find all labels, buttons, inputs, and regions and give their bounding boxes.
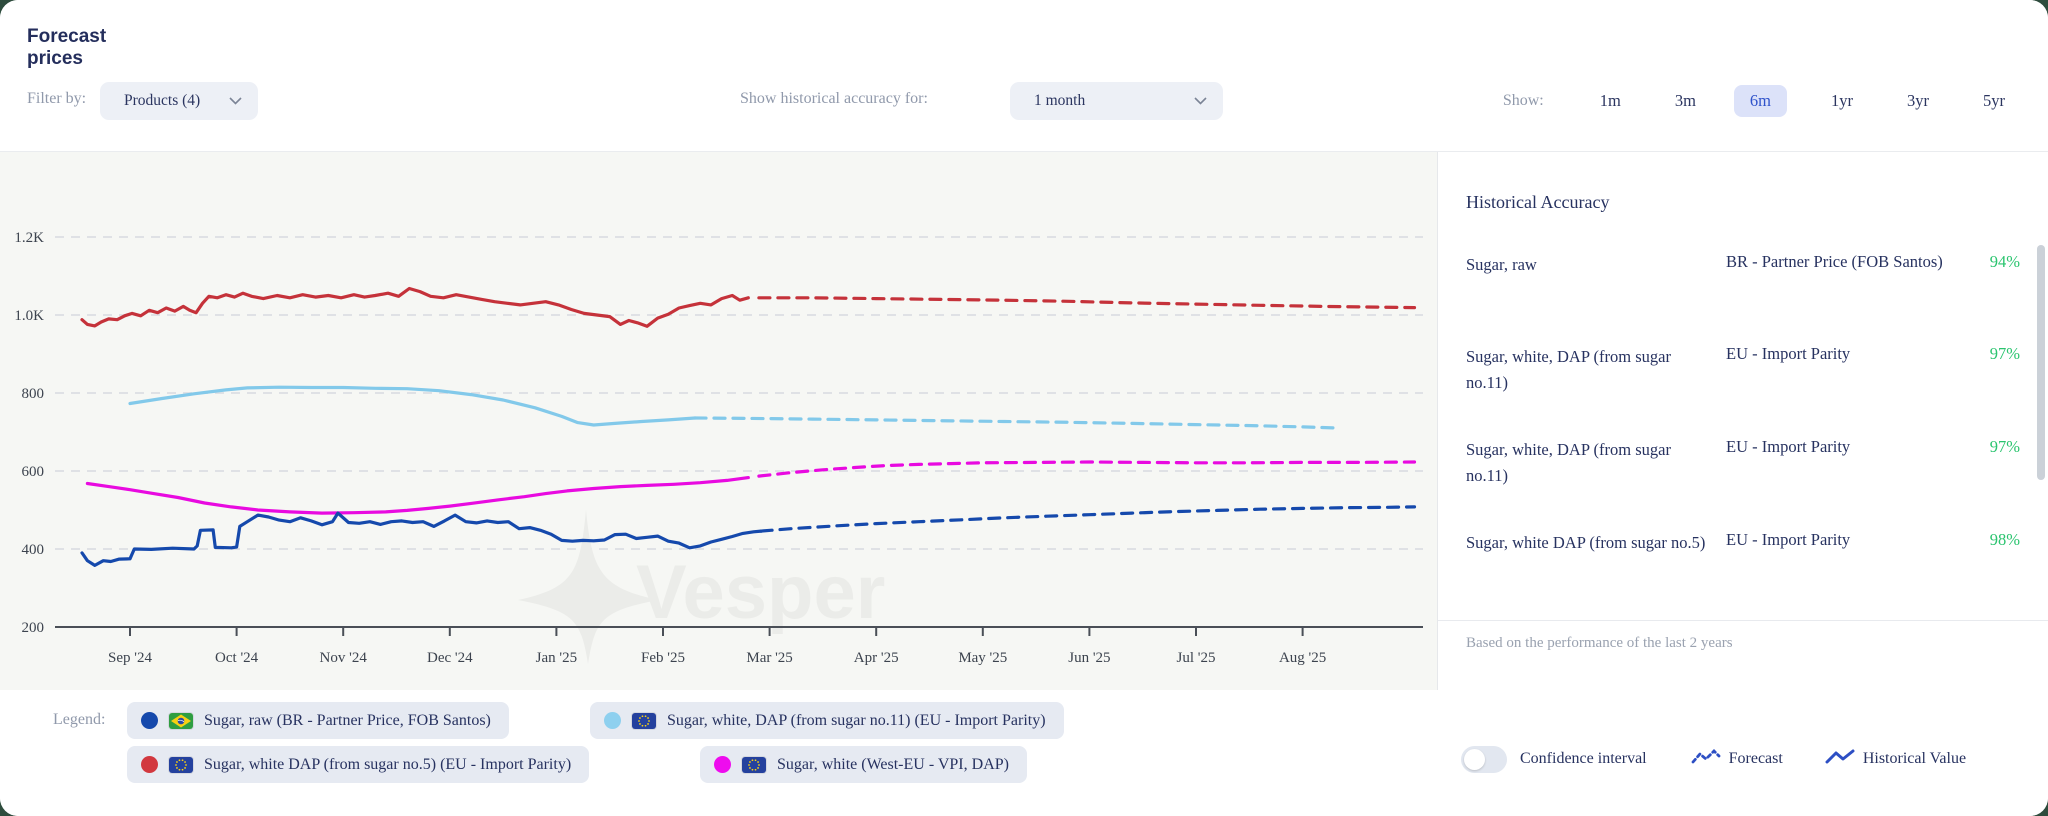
accuracy-row: Sugar, white DAP (from sugar no.5) EU - … bbox=[1466, 530, 2020, 556]
svg-text:Jul '25: Jul '25 bbox=[1177, 650, 1216, 666]
range-3m[interactable]: 3m bbox=[1674, 91, 1696, 110]
svg-text:Aug '25: Aug '25 bbox=[1279, 650, 1326, 666]
price-line-chart[interactable]: Vesper 1.2K 1.0K 800 600 400 200 Sep '24 Oct '2… bbox=[0, 152, 1437, 690]
chart-gridlines bbox=[55, 236, 1423, 550]
panel-divider bbox=[1438, 620, 2048, 621]
main-area: Vesper 1.2K 1.0K 800 600 400 200 Sep '24 Oct '2… bbox=[0, 152, 2048, 690]
accuracy-row: Sugar, white, DAP (from sugar no.11) EU … bbox=[1466, 437, 2020, 488]
svg-text:Mar '25: Mar '25 bbox=[746, 650, 792, 666]
accuracy-period-dropdown[interactable]: 1 month bbox=[1010, 82, 1223, 120]
accuracy-footnote: Based on the performance of the last 2 y… bbox=[1466, 635, 1733, 651]
confidence-interval-toggle[interactable] bbox=[1461, 745, 1507, 773]
accuracy-percent: 98% bbox=[1989, 530, 2020, 549]
series-color-dot bbox=[604, 712, 621, 729]
range-3yr[interactable]: 3yr bbox=[1907, 91, 1929, 110]
confidence-interval-label: Confidence interval bbox=[1520, 750, 1647, 767]
accuracy-percent: 97% bbox=[1989, 437, 2020, 456]
series-color-dot bbox=[714, 756, 731, 773]
svg-text:Nov '24: Nov '24 bbox=[320, 650, 368, 666]
historical-value-legend-label: Historical Value bbox=[1862, 750, 1967, 767]
time-range-selector: Show: 1m 3m 6m 1yr 3yr 5yr bbox=[1503, 82, 2015, 120]
legend-item-label: Sugar, raw (BR - Partner Price, FOB Sant… bbox=[204, 711, 491, 729]
accuracy-row: Sugar, white, DAP (from sugar no.11) EU … bbox=[1466, 344, 2020, 395]
svg-text:1.0K: 1.0K bbox=[14, 308, 44, 324]
forecast-chart[interactable]: Vesper 1.2K 1.0K 800 600 400 200 Sep '24 Oct '2… bbox=[0, 152, 1437, 690]
show-label: Show: bbox=[1502, 92, 1544, 109]
legend-item-sugar-raw[interactable]: Sugar, raw (BR - Partner Price, FOB Sant… bbox=[127, 702, 509, 739]
svg-text:Jun '25: Jun '25 bbox=[1068, 650, 1110, 666]
legend-item-label: Sugar, white, DAP (from sugar no.11) (EU… bbox=[667, 711, 1046, 729]
legend-item-sugar-white-west-eu[interactable]: Sugar, white (West-EU - VPI, DAP) bbox=[700, 746, 1027, 783]
svg-text:Dec '24: Dec '24 bbox=[427, 650, 473, 666]
vesper-watermark: Vesper bbox=[518, 510, 885, 664]
series-color-dot bbox=[141, 712, 158, 729]
historical-accuracy-title: Historical Accuracy bbox=[1466, 192, 1610, 212]
svg-text:1.2K: 1.2K bbox=[14, 230, 44, 246]
vesper-watermark-text: Vesper bbox=[636, 550, 885, 635]
accuracy-source: EU - Import Parity bbox=[1726, 437, 1851, 456]
historical-value-line-icon bbox=[1825, 748, 1855, 771]
svg-text:600: 600 bbox=[22, 464, 45, 480]
forecast-line-icon bbox=[1691, 748, 1721, 771]
svg-text:Oct '24: Oct '24 bbox=[215, 650, 259, 666]
eu-flag-icon bbox=[632, 712, 656, 729]
brazil-flag-icon bbox=[169, 712, 193, 729]
eu-flag-icon bbox=[742, 756, 766, 773]
svg-text:800: 800 bbox=[22, 386, 45, 402]
accuracy-source: EU - Import Parity bbox=[1726, 530, 1851, 549]
accuracy-period-value: 1 month bbox=[1034, 92, 1086, 109]
page-title: Forecast prices bbox=[27, 26, 107, 70]
accuracy-percent: 97% bbox=[1989, 344, 2020, 363]
series-color-dot bbox=[141, 756, 158, 773]
svg-text:200: 200 bbox=[22, 620, 45, 636]
legend-item-sugar-white-dap-no11[interactable]: Sugar, white, DAP (from sugar no.11) (EU… bbox=[590, 702, 1064, 739]
range-1yr[interactable]: 1yr bbox=[1831, 91, 1853, 110]
products-filter-dropdown[interactable]: Products (4) bbox=[100, 82, 258, 120]
accuracy-source: EU - Import Parity bbox=[1726, 344, 1851, 363]
accuracy-product: Sugar, white DAP (from sugar no.5) bbox=[1466, 533, 1706, 552]
svg-text:Sep '24: Sep '24 bbox=[108, 650, 152, 666]
historical-accuracy-panel: Historical Accuracy Sugar, raw BR - Part… bbox=[1437, 152, 2048, 690]
header: Forecast prices Filter by: Products (4) … bbox=[0, 0, 2048, 152]
accuracy-product: Sugar, raw bbox=[1466, 255, 1537, 274]
svg-text:May '25: May '25 bbox=[958, 650, 1007, 666]
chevron-down-icon bbox=[229, 92, 242, 110]
filter-by-label: Filter by: bbox=[27, 90, 87, 107]
show-historical-accuracy-label: Show historical accuracy for: bbox=[740, 90, 928, 107]
chart-series bbox=[80, 286, 1417, 567]
legend-item-sugar-white-dap-no5[interactable]: Sugar, white DAP (from sugar no.5) (EU -… bbox=[127, 746, 590, 783]
legend-label: Legend: bbox=[53, 711, 106, 728]
toggle-knob bbox=[1464, 748, 1485, 770]
legend-item-label: Sugar, white DAP (from sugar no.5) (EU -… bbox=[204, 755, 572, 773]
chart-display-controls: Confidence interval Forecast Historical … bbox=[1461, 744, 1966, 774]
panel-scrollbar[interactable] bbox=[2037, 245, 2045, 480]
accuracy-source: BR - Partner Price (FOB Santos) bbox=[1726, 252, 1943, 271]
svg-text:Jan '25: Jan '25 bbox=[536, 650, 577, 666]
range-5yr[interactable]: 5yr bbox=[1983, 91, 2005, 110]
accuracy-percent: 94% bbox=[1989, 252, 2020, 271]
svg-text:400: 400 bbox=[22, 542, 45, 558]
eu-flag-icon bbox=[169, 756, 193, 773]
products-filter-value: Products (4) bbox=[124, 92, 201, 109]
svg-text:Apr '25: Apr '25 bbox=[854, 650, 899, 666]
accuracy-product: Sugar, white, DAP (from sugar no.11) bbox=[1466, 440, 1671, 485]
accuracy-product: Sugar, white, DAP (from sugar no.11) bbox=[1466, 347, 1671, 392]
svg-text:Feb '25: Feb '25 bbox=[641, 650, 685, 666]
legend-item-label: Sugar, white (West-EU - VPI, DAP) bbox=[777, 755, 1009, 773]
accuracy-row: Sugar, raw BR - Partner Price (FOB Santo… bbox=[1466, 252, 2020, 278]
range-1m[interactable]: 1m bbox=[1599, 91, 1621, 110]
chevron-down-icon bbox=[1194, 92, 1207, 110]
range-6m-selected[interactable]: 6m bbox=[1733, 85, 1787, 117]
forecast-legend-label: Forecast bbox=[1728, 750, 1783, 767]
chart-axes: 1.2K 1.0K 800 600 400 200 Sep '24 Oct '24 Nov '2… bbox=[14, 230, 1423, 666]
